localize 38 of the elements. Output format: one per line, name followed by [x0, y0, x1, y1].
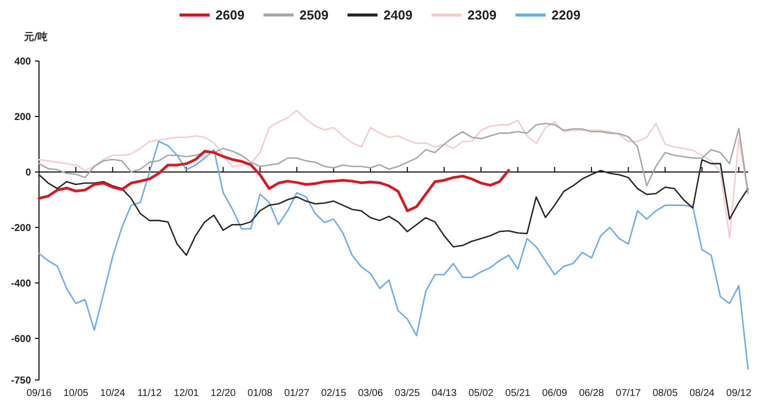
x-tick-label: 05/21	[505, 388, 531, 399]
x-tick-label: 03/25	[394, 388, 420, 399]
x-tick-label: 10/05	[63, 388, 89, 399]
legend-label: 2609	[216, 8, 244, 23]
y-tick-label: 200	[14, 112, 32, 123]
line-series	[38, 159, 749, 256]
x-tick-label: 01/08	[247, 388, 273, 399]
x-tick-label: 04/13	[432, 388, 458, 399]
x-tick-label: 02/15	[321, 388, 347, 399]
y-tick-label: -400	[10, 278, 32, 290]
line-series	[38, 140, 749, 370]
y-tick-label: -750	[10, 376, 32, 386]
x-tick-label: 08/05	[652, 388, 678, 399]
y-tick-label: -200	[10, 222, 32, 234]
x-tick-label: 06/28	[578, 388, 604, 399]
x-tick-label: 09/12	[726, 388, 752, 399]
legend-label: 2409	[384, 8, 412, 23]
y-tick-label: -600	[10, 334, 32, 345]
x-tick-label: 11/12	[137, 388, 162, 399]
x-tick-label: 05/02	[468, 388, 494, 399]
y-axis-title: 元/吨	[23, 31, 48, 43]
x-tick-label: 08/24	[689, 388, 715, 399]
x-tick-label: 07/17	[616, 388, 642, 399]
line-series	[38, 122, 749, 194]
x-tick-label: 06/09	[542, 388, 568, 399]
line-series	[38, 150, 510, 212]
x-tick-label: 09/16	[26, 388, 52, 399]
legend-label: 2309	[468, 8, 496, 23]
line-series	[38, 110, 749, 238]
y-tick-label: 400	[14, 56, 32, 68]
y-tick-label: 0	[25, 167, 32, 178]
x-tick-label: 03/06	[358, 388, 384, 399]
legend-label: 2509	[300, 8, 328, 23]
x-tick-label: 01/27	[284, 388, 310, 399]
legend-label: 2209	[552, 8, 580, 23]
x-tick-label: 12/01	[174, 388, 200, 399]
x-tick-label: 12/20	[210, 388, 236, 399]
x-tick-label: 10/24	[100, 388, 126, 399]
